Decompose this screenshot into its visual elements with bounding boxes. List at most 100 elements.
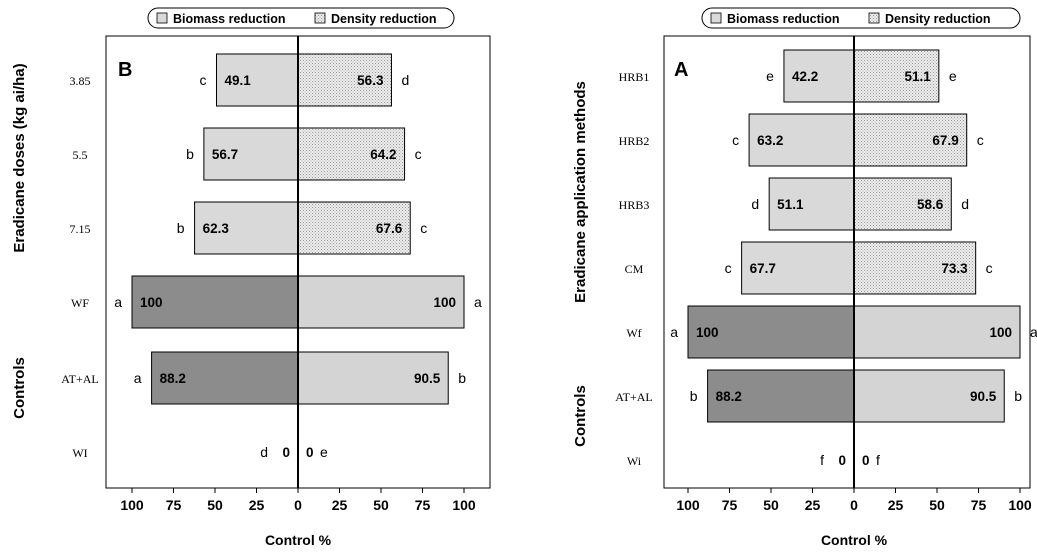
category-label: 7.15 [70,222,91,236]
y-axis-label: Eradicane application methods [572,81,589,303]
density-letter-label: b [1014,388,1022,404]
density-bar [853,305,1021,359]
x-tick-label: 75 [166,497,182,513]
x-tick-label: 75 [971,497,987,513]
density-value-label: 64.2 [370,147,396,162]
legend-label-biomass: Biomass reduction [727,12,840,26]
category-label: CM [625,262,644,276]
biomass-value-label: 0 [838,453,846,468]
density-value-label: 51.1 [905,69,932,84]
density-letter-label: a [474,294,482,310]
category-label: HRB3 [619,198,650,212]
density-letter-label: c [420,220,427,236]
legend-box [147,7,455,29]
bar-row-wf: WF 100 a 100 a [71,275,482,329]
legend-swatch-density [868,12,880,24]
biomass-bar [687,305,855,359]
bar-row-3-85: 3.85 49.1 c 56.3 d [70,53,409,107]
legend-swatch-density [314,12,326,24]
legend: Biomass reduction Density reduction [701,7,1021,29]
density-bar [297,275,465,329]
legend-swatch-biomass [156,12,168,24]
x-tick-label: 0 [850,497,858,513]
category-label: HRB2 [619,134,650,148]
density-bar [297,53,392,107]
biomass-bar [203,127,299,181]
legend: Biomass reduction Density reduction [147,7,455,29]
bar-row-wf: Wf 100 a 100 a [626,305,1037,359]
biomass-bar [131,275,299,329]
x-tick-label: 50 [207,497,223,513]
bar-row-hrb1: HRB1 42.2 e 51.1 e [619,49,957,103]
x-tick-label: 25 [888,497,904,513]
biomass-letter-label: a [670,324,678,340]
biomass-letter-label: e [766,68,774,84]
y-axis-label: Eradicane doses (kg ai/ha) [11,63,28,252]
chart-panel-a: Biomass reduction Density reduction A HRB1 4… [572,7,1037,548]
bar-row-hrb2: HRB2 63.2 c 67.9 c [619,113,984,167]
density-value-label: 0 [306,445,314,460]
biomass-value-label: 56.7 [212,147,238,162]
biomass-bar [748,113,855,167]
biomass-bar [215,53,299,107]
chart-panel-b: Biomass reduction Density reduction B 3.85 4… [11,7,491,548]
biomass-bar [707,369,855,423]
density-bar [853,177,952,231]
biomass-value-label: 88.2 [160,371,186,386]
legend-box [701,7,1021,29]
legend-label-density: Density reduction [885,12,991,26]
biomass-letter-label: c [725,260,732,276]
panel-label: A [674,59,688,81]
biomass-value-label: 88.2 [716,389,742,404]
density-bar [853,241,977,295]
biomass-letter-label: c [199,72,206,88]
x-axis-label: Control % [821,532,888,548]
x-tick-label: 50 [763,497,779,513]
x-axis-label: Control % [265,532,332,548]
biomass-letter-label: d [751,196,759,212]
biomass-bar [783,49,855,103]
density-letter-label: a [1030,324,1037,340]
density-letter-label: b [458,370,466,386]
biomass-bar [194,201,299,255]
bar-row-wi: WI 0d 0 e [72,444,328,460]
category-label: 5.5 [73,148,88,162]
category-label: AT+AL [61,372,98,386]
bar-row-at-al: AT+AL 88.2 a 90.5 b [61,351,466,405]
biomass-letter-label: b [186,146,194,162]
bar-row-hrb3: HRB3 51.1 d 58.6 d [619,177,969,231]
density-letter-label: d [961,196,969,212]
density-bar [853,49,940,103]
biomass-value-label: 51.1 [777,197,804,212]
x-tick-label: 75 [722,497,738,513]
density-bar [297,201,411,255]
density-letter-label: c [415,146,422,162]
biomass-value-label: 49.1 [224,73,251,88]
density-value-label: 100 [989,325,1012,340]
category-label: HRB1 [619,70,650,84]
biomass-letter-label: a [134,370,142,386]
bar-row-wi: Wi 0f 0 f [627,452,880,468]
density-value-label: 90.5 [414,371,441,386]
category-label: Wi [627,454,642,468]
density-value-label: 56.3 [357,73,384,88]
biomass-bar [741,241,855,295]
density-value-label: 67.6 [376,221,403,236]
x-tick-label: 25 [805,497,821,513]
density-bar [853,113,968,167]
biomass-value-label: 100 [140,295,163,310]
x-tick-label: 75 [415,497,431,513]
y-axis-group-label: Controls [11,357,28,419]
x-tick-label: 100 [676,497,700,513]
density-letter-label: e [320,444,328,460]
density-letter-label: c [986,260,993,276]
density-letter-label: c [977,132,984,148]
density-value-label: 58.6 [917,197,944,212]
bar-row-cm: CM 67.7 c 73.3 c [625,241,993,295]
biomass-letter-label: f [820,452,824,468]
biomass-letter-label: a [114,294,122,310]
density-bar [297,351,449,405]
biomass-value-label: 0 [282,445,290,460]
density-value-label: 100 [433,295,456,310]
